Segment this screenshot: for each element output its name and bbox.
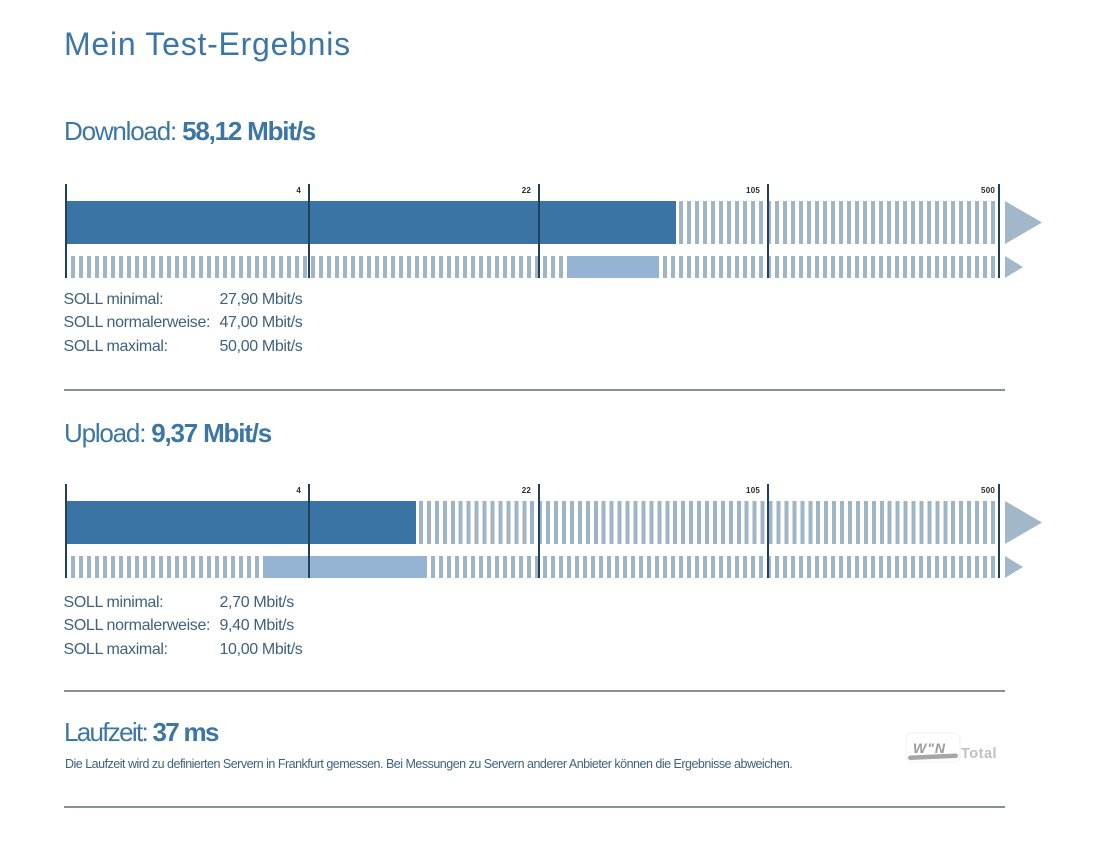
svg-text:Total: Total: [961, 746, 997, 762]
svg-text:W"N: W"N: [913, 740, 946, 756]
